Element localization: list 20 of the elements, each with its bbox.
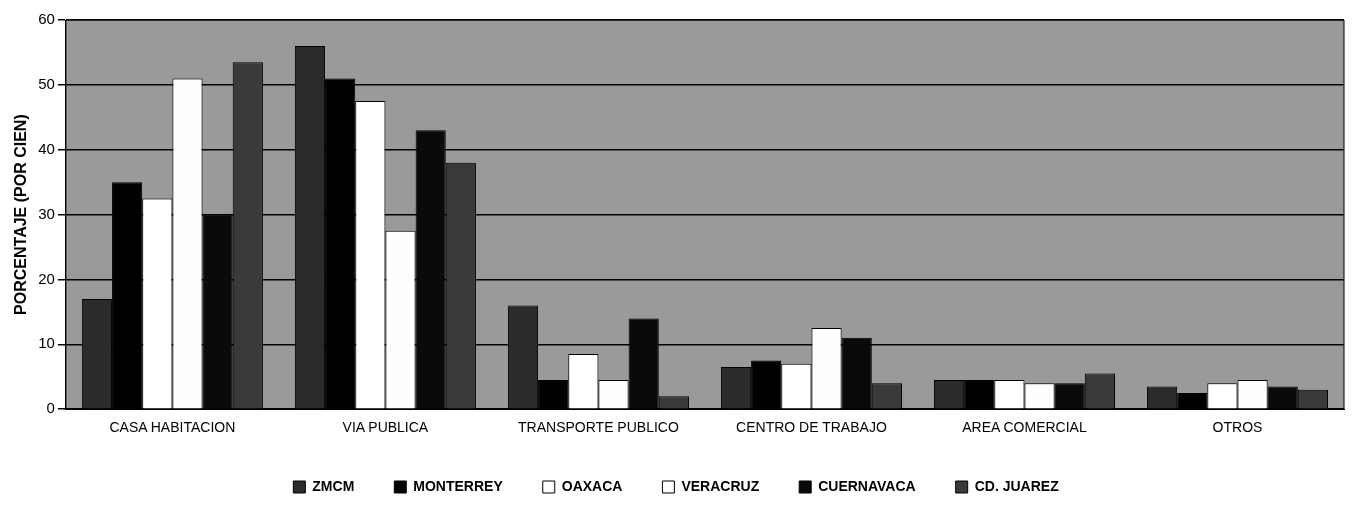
x-tick-label: CASA HABITACION [109, 419, 236, 436]
legend-label: VERACRUZ [681, 477, 760, 494]
y-axis-title: PORCENTAJE (POR CIEN) [12, 114, 30, 315]
y-tick-label: 20 [38, 269, 55, 287]
x-tick-label: TRANSPORTE PUBLICO [518, 419, 679, 436]
y-tick-label: 10 [38, 334, 55, 352]
y-tick-label: 50 [38, 75, 55, 93]
x-tick-label: AREA COMERCIAL [962, 419, 1087, 436]
x-tick-label: VIA PUBLICA [342, 419, 429, 436]
y-tick-label: 60 [38, 10, 55, 28]
legend-label: OAXACA [561, 477, 623, 494]
y-tick-label: 30 [38, 204, 55, 222]
y-tick-label: 0 [46, 399, 55, 417]
legend-label: CD. JUAREZ [974, 477, 1060, 494]
x-tick-label: CENTRO DE TRABAJO [736, 419, 887, 436]
legend-label: CUERNAVACA [818, 477, 916, 494]
legend-label: ZMCM [312, 477, 355, 494]
legend-label: MONTERREY [413, 477, 504, 494]
x-tick-label: OTROS [1212, 419, 1263, 436]
y-tick-label: 40 [38, 139, 55, 157]
